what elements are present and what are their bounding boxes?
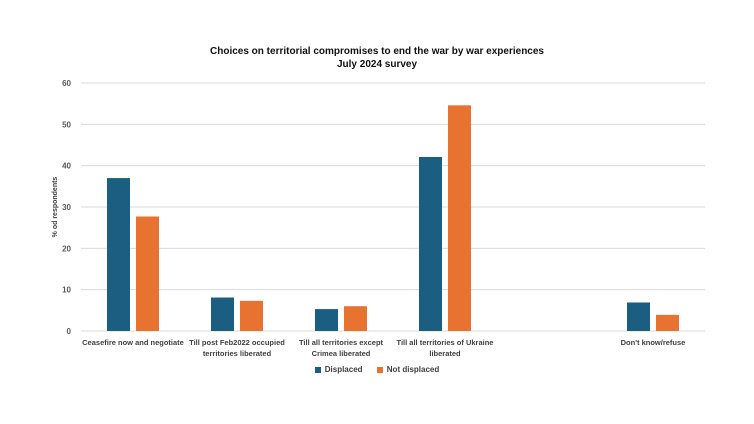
y-tick-label: 30 <box>62 203 71 212</box>
x-category-label: territories liberated <box>203 349 272 358</box>
legend-label: Not displaced <box>386 365 440 374</box>
bar-not-displaced <box>344 306 367 331</box>
x-category-label: Till all territories of Ukraine <box>397 338 494 347</box>
legend: Displaced Not displaced <box>0 365 754 375</box>
legend-label: Displaced <box>324 365 363 374</box>
bar-not-displaced <box>240 300 263 331</box>
y-tick-label: 40 <box>62 162 71 171</box>
x-category-label: Ceasefire now and negotiate <box>82 338 184 347</box>
x-category-label: liberated <box>429 349 461 358</box>
bar-displaced <box>627 302 650 331</box>
y-tick-label: 50 <box>62 120 71 129</box>
x-category-label: Till all territories except <box>299 338 384 347</box>
bar-displaced <box>107 178 130 331</box>
y-tick-label: 20 <box>62 244 71 253</box>
y-tick-label: 0 <box>67 327 72 336</box>
subtitle-line: July 2024 survey <box>336 59 418 70</box>
legend-swatch <box>376 366 383 373</box>
bar-displaced <box>419 156 442 331</box>
x-category-label: Don't know/refuse <box>621 338 686 347</box>
bar-not-displaced <box>448 105 471 331</box>
legend-item-not-displaced: Not displaced <box>376 365 440 374</box>
bar-displaced <box>315 309 338 331</box>
y-tick-label: 60 <box>62 79 71 88</box>
title-line: Choices on territorial compromises to en… <box>210 46 544 57</box>
legend-item-displaced: Displaced <box>314 365 363 374</box>
y-tick-label: 10 <box>62 286 71 295</box>
bar-displaced <box>211 297 234 331</box>
x-category-label: Till post Feb2022 occupied <box>189 338 285 347</box>
bar-not-displaced <box>136 216 159 331</box>
legend-swatch <box>314 366 321 373</box>
bar-not-displaced <box>656 314 679 331</box>
x-category-label: Crimea liberated <box>312 349 371 358</box>
chart-title: Choices on territorial compromises to en… <box>0 45 754 71</box>
y-axis-label: % od respondents <box>52 177 59 238</box>
